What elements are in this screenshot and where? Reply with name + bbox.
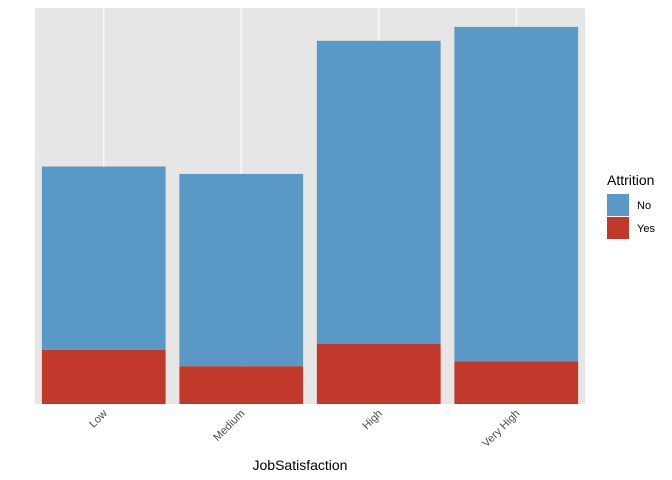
bar-very-high-no	[454, 26, 579, 362]
bar-medium-no	[179, 173, 304, 367]
bar-very-high-yes	[454, 361, 579, 404]
bar-high-no	[316, 40, 441, 345]
x-tick-label: Medium	[211, 408, 247, 444]
x-tick-label: Very High	[480, 408, 522, 450]
x-tick-label: High	[360, 408, 384, 432]
x-tick-label: Low	[87, 408, 110, 431]
bar-medium-yes	[179, 366, 304, 404]
x-tick-labels: Low Medium High Very High	[87, 408, 522, 450]
legend: Attrition No Yes	[607, 172, 655, 239]
bar-high-yes	[316, 344, 441, 404]
legend-label-no: No	[637, 200, 651, 212]
legend-label-yes: Yes	[637, 223, 655, 235]
legend-key-yes	[607, 217, 629, 239]
legend-title: Attrition	[607, 172, 654, 188]
bar-low-yes	[41, 349, 166, 404]
legend-key-no	[607, 194, 629, 216]
bar-low-no	[41, 166, 166, 350]
bars	[41, 26, 579, 404]
x-axis-label: JobSatisfaction	[253, 457, 348, 473]
